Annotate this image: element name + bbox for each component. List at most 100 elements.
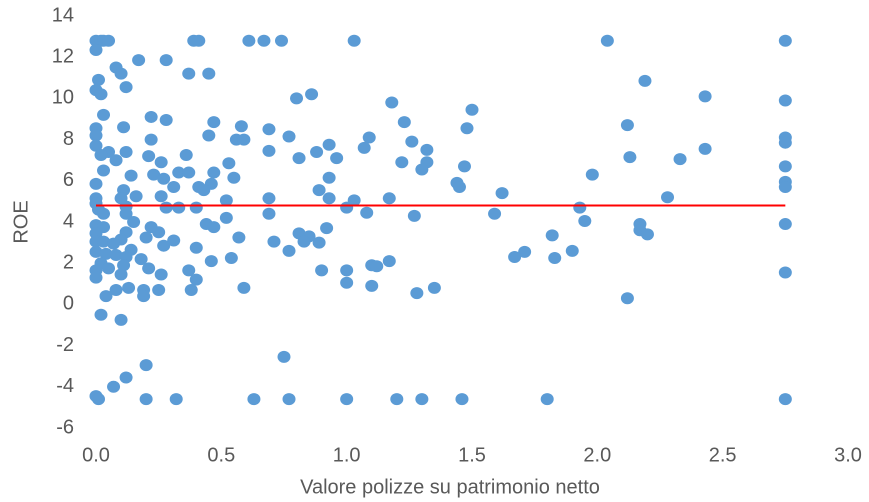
scatter-point [385, 96, 399, 109]
scatter-point [778, 94, 792, 107]
scatter-point [97, 108, 111, 121]
scatter-point [114, 67, 128, 80]
scatter-point [282, 244, 296, 257]
scatter-point [92, 73, 106, 86]
scatter-point [89, 177, 103, 190]
scatter-point [330, 152, 344, 165]
y-tick-label: 14 [52, 4, 74, 26]
scatter-point [315, 264, 329, 277]
scatter-point [182, 264, 196, 277]
scatter-point [89, 43, 103, 56]
y-tick-label: -4 [56, 375, 74, 397]
scatter-point [102, 34, 116, 47]
scatter-point [154, 156, 168, 169]
scatter-point [322, 138, 336, 151]
scatter-point [262, 123, 276, 136]
y-tick-label: 6 [63, 169, 74, 191]
scatter-point [172, 201, 186, 214]
scatter-point [159, 54, 173, 67]
scatter-point [340, 201, 354, 214]
scatter-point [340, 276, 354, 289]
scatter-point [142, 262, 156, 275]
scatter-point [147, 168, 161, 181]
y-tick-label: -6 [56, 416, 74, 438]
x-tick-label: 2.0 [583, 444, 611, 466]
scatter-point [578, 214, 592, 227]
scatter-point [109, 283, 123, 296]
scatter-point [305, 88, 319, 101]
scatter-point [119, 145, 133, 158]
scatter-point [455, 393, 469, 406]
scatter-point [99, 247, 113, 260]
scatter-point [137, 290, 151, 303]
x-tick-label: 0.0 [82, 444, 110, 466]
scatter-point [167, 180, 181, 193]
scatter-point [347, 34, 361, 47]
scatter-point [778, 218, 792, 231]
scatter-point [262, 207, 276, 220]
scatter-point [94, 308, 108, 321]
y-tick-label: 4 [63, 210, 74, 232]
scatter-point [290, 92, 304, 105]
scatter-point [132, 54, 146, 67]
y-tick-label: 0 [63, 293, 74, 315]
scatter-point [360, 206, 374, 219]
scatter-point [320, 222, 334, 235]
y-tick-label: -2 [56, 334, 74, 356]
x-tick-label: 2.5 [709, 444, 737, 466]
scatter-point [189, 273, 203, 286]
scatter-point [189, 241, 203, 254]
scatter-point [565, 244, 579, 257]
scatter-point [310, 145, 324, 158]
scatter-point [640, 228, 654, 241]
scatter-point [390, 393, 404, 406]
scatter-point [97, 164, 111, 177]
scatter-point [247, 393, 261, 406]
scatter-point [620, 119, 634, 132]
scatter-point [142, 150, 156, 163]
scatter-point [357, 141, 371, 154]
scatter-point [109, 248, 123, 261]
scatter-point [154, 190, 168, 203]
scatter-point [172, 166, 186, 179]
scatter-point [152, 283, 166, 296]
y-tick-label: 8 [63, 128, 74, 150]
scatter-point [488, 207, 502, 220]
scatter-point [144, 133, 158, 146]
scatter-point [282, 393, 296, 406]
scatter-point [623, 151, 637, 164]
scatter-point [207, 166, 221, 179]
scatter-point [282, 130, 296, 143]
scatter-point [89, 129, 103, 142]
scatter-point [778, 160, 792, 173]
scatter-point [322, 171, 336, 184]
y-tick-label: 12 [52, 45, 74, 67]
scatter-point [204, 255, 218, 268]
scatter-point [169, 393, 183, 406]
scatter-point [107, 237, 121, 250]
scatter-point [397, 116, 411, 129]
scatter-point [548, 252, 562, 265]
scatter-point [157, 172, 171, 185]
scatter-point [573, 201, 587, 214]
scatter-point [410, 287, 424, 300]
scatter-point [139, 393, 153, 406]
scatter-point [144, 110, 158, 123]
scatter-point [222, 157, 236, 170]
y-axis-title: ROE [10, 200, 32, 243]
scatter-point [92, 393, 106, 406]
scatter-point [277, 350, 291, 363]
scatter-point [207, 116, 221, 129]
scatter-point [94, 88, 108, 101]
scatter-point [257, 34, 271, 47]
scatter-point [427, 281, 441, 294]
scatter-point [415, 163, 429, 176]
scatter-point [407, 209, 421, 222]
scatter-point [89, 227, 103, 240]
scatter-point [778, 136, 792, 149]
scatter-point [778, 34, 792, 47]
scatter-point [495, 187, 509, 200]
scatter-point [134, 253, 148, 266]
scatter-point [312, 184, 326, 197]
